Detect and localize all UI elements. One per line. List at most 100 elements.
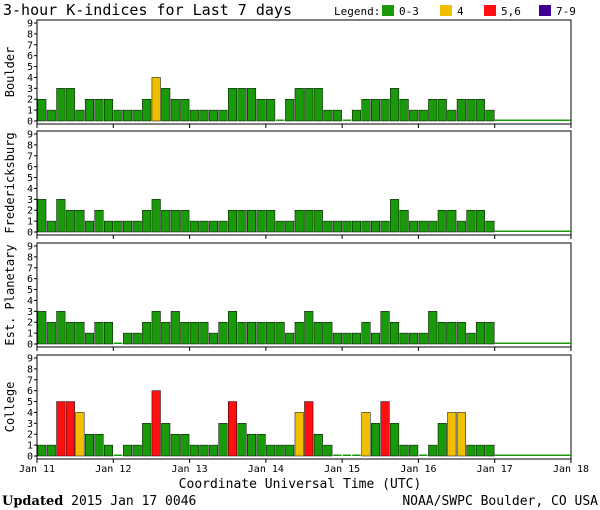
k-index-bar: [266, 98, 276, 122]
k-index-bar: [218, 423, 228, 457]
k-index-bar: [199, 220, 209, 233]
k-index-bar: [65, 321, 75, 345]
x-tick-label: Jan 13: [172, 464, 208, 475]
k-index-bar: [218, 321, 228, 345]
y-tick-label: 6: [27, 274, 33, 285]
k-index-bar: [56, 401, 66, 457]
k-index-bar: [94, 209, 104, 233]
k-index-bar: [485, 444, 495, 457]
x-tick-label: Jan 17: [477, 464, 513, 475]
k-index-bar: [409, 109, 419, 122]
y-tick-label: 0: [27, 452, 33, 463]
k-index-bar: [123, 220, 133, 233]
k-index-bar: [428, 444, 438, 457]
k-index-bar: [46, 321, 56, 345]
y-tick-label: 4: [27, 408, 33, 419]
k-index-bar: [180, 209, 190, 233]
k-index-bar: [333, 454, 342, 456]
k-index-bar: [113, 342, 123, 344]
x-tick-label: Jan 11: [19, 464, 55, 475]
k-index-bar: [428, 220, 438, 233]
k-index-bar: [304, 401, 314, 457]
k-index-bar: [437, 209, 447, 233]
k-index-bar: [428, 311, 438, 345]
y-tick-label: 1: [27, 329, 33, 340]
y-tick-label: 4: [27, 184, 33, 195]
y-tick-label: 7: [27, 40, 33, 51]
k-index-bar: [161, 88, 171, 122]
k-index-bar: [352, 454, 361, 456]
k-index-bar: [266, 321, 276, 345]
k-index-bar: [475, 444, 485, 457]
k-index-bar: [84, 220, 94, 233]
k-index-bar: [113, 109, 123, 122]
k-index-bar: [285, 220, 295, 233]
panels: 0123456789Boulder0123456789Fredericksbur…: [3, 19, 572, 463]
y-tick-label: 6: [27, 386, 33, 397]
y-tick-label: 9: [27, 354, 33, 365]
k-index-bar: [227, 88, 237, 122]
k-index-bar: [104, 98, 114, 122]
k-index-bar: [247, 433, 257, 457]
k-index-bar: [218, 109, 228, 122]
k-index-bar: [399, 98, 409, 122]
k-index-bar: [447, 412, 457, 457]
k-index-bar: [132, 332, 142, 345]
k-index-bar: [485, 220, 495, 233]
k-index-bar: [332, 332, 342, 345]
k-index-bar: [151, 77, 161, 122]
k-index-bar: [65, 209, 75, 233]
x-tick-label: Jan 15: [324, 464, 360, 475]
legend-item-label: 0-3: [399, 5, 419, 18]
k-index-bar: [56, 311, 66, 345]
k-index-bar: [161, 209, 171, 233]
k-index-bar: [313, 209, 323, 233]
y-tick-label: 9: [27, 19, 33, 30]
k-index-bar: [285, 444, 295, 457]
k-index-bar: [456, 220, 466, 233]
k-index-bar: [371, 220, 381, 233]
footer-updated-label: Updated: [2, 494, 63, 509]
y-tick-label: 3: [27, 84, 33, 95]
k-index-bar: [485, 321, 495, 345]
k-index-bar: [151, 390, 161, 457]
legend-item-label: 5,6: [501, 5, 521, 18]
panel-frame: [36, 19, 572, 125]
k-index-bar: [180, 98, 190, 122]
k-index-bar: [418, 454, 428, 456]
panel-frame: [36, 354, 572, 460]
legend-item-label: 4: [457, 5, 464, 18]
y-tick-label: 7: [27, 375, 33, 386]
k-index-bar: [151, 199, 161, 233]
k-index-bar: [142, 321, 152, 345]
k-index-bar: [199, 109, 209, 122]
k-index-bar: [37, 98, 47, 122]
panel-frame: [36, 130, 572, 236]
k-index-bar: [275, 119, 285, 121]
k-index-bar: [390, 199, 400, 233]
k-index-bar: [123, 109, 133, 122]
k-index-bar: [46, 220, 56, 233]
k-index-bar: [123, 444, 133, 457]
k-index-bar: [371, 423, 381, 457]
k-index-bar: [227, 209, 237, 233]
legend: Legend: 0-3 4 5,6 7-9: [334, 5, 576, 18]
k-index-bar: [123, 332, 133, 345]
k-index-bar: [361, 98, 371, 122]
legend-swatch: [382, 5, 394, 16]
legend-swatch: [539, 5, 551, 16]
k-index-bar: [94, 433, 104, 457]
k-index-bar: [132, 109, 142, 122]
x-tick-labels: Jan 11 Jan 12 Jan 13 Jan 14 Jan 15 Jan 16 Jan …: [19, 464, 589, 475]
x-tick-label: Jan 16: [400, 464, 436, 475]
k-index-bar: [466, 98, 476, 122]
k-index-bar: [466, 332, 476, 345]
k-index-bar: [256, 321, 266, 345]
k-index-bar: [256, 433, 266, 457]
k-index-bar: [113, 220, 123, 233]
k-index-bar: [170, 209, 180, 233]
k-index-bar: [323, 444, 333, 457]
y-tick-label: 3: [27, 307, 33, 318]
k-index-bar: [390, 321, 400, 345]
y-tick-label: 2: [27, 206, 33, 217]
